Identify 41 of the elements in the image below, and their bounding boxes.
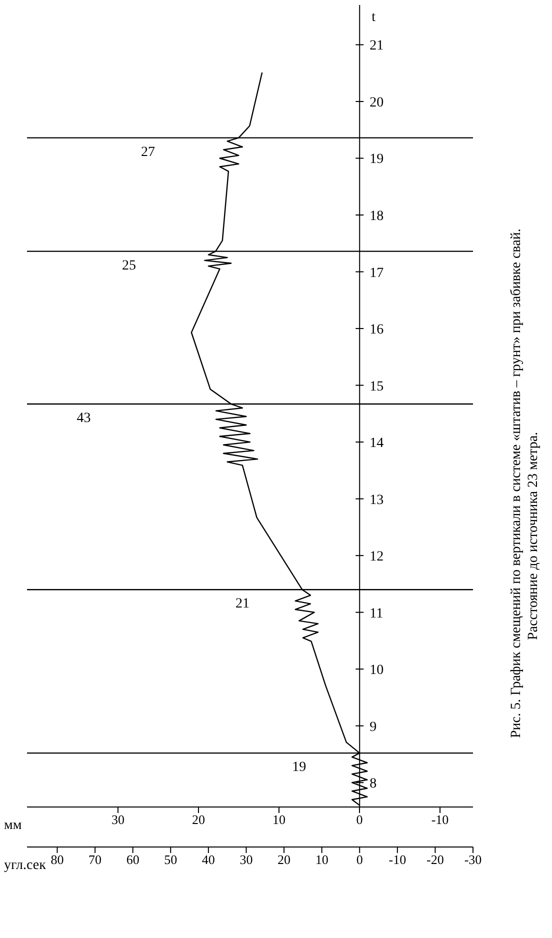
- y-tick-label: 15: [370, 379, 384, 394]
- y-tick-label: 11: [370, 606, 384, 622]
- y-tick-label: 9: [370, 720, 377, 735]
- y-tick-label: 17: [370, 266, 384, 281]
- annotation: 21: [235, 596, 250, 612]
- y-tick-label: 10: [370, 663, 384, 678]
- x-tick-label: -20: [426, 852, 444, 868]
- x-tick-label: 0: [356, 852, 363, 868]
- x-tick-label: 60: [126, 852, 140, 868]
- y-tick-label: 20: [370, 95, 384, 110]
- annotation: 43: [76, 411, 91, 426]
- y-tick-label: 8: [370, 776, 377, 792]
- y-tick-label: 14: [370, 436, 384, 452]
- x-tick-label: -30: [464, 852, 482, 868]
- y-tick-label: 18: [370, 209, 384, 224]
- text: Расстояние до источника 23 метра.: [525, 430, 542, 642]
- x2-tick-label: 30: [111, 812, 124, 828]
- x-axis-title: угл.сек: [4, 858, 46, 873]
- y-axis-title: t: [372, 10, 376, 25]
- x-tick-label: 70: [88, 852, 102, 868]
- x-tick-label: 80: [50, 852, 64, 868]
- y-tick-label: 13: [370, 492, 384, 508]
- x2-axis-title: мм: [4, 818, 22, 833]
- x-tick-label: 40: [202, 852, 215, 868]
- y-tick-label: 12: [370, 550, 384, 565]
- x2-tick-label: -10: [431, 812, 449, 828]
- x2-tick-label: 20: [192, 812, 205, 828]
- x-tick-label: -10: [388, 852, 406, 868]
- annotation: 25: [122, 258, 136, 274]
- x-tick-label: 10: [315, 852, 328, 868]
- y-tick-label: 21: [370, 38, 384, 54]
- x2-tick-label: 0: [356, 812, 363, 828]
- y-tick-label: 16: [370, 322, 384, 338]
- text: Рис. 5. График смещений по вертикали в системе «штатив – грунт» при забивке свай.: [508, 228, 525, 738]
- annotation: 27: [140, 144, 155, 160]
- x2-tick-label: 10: [272, 812, 286, 828]
- y-tick-label: 19: [370, 152, 384, 168]
- x-tick-label: 30: [240, 852, 253, 868]
- annotation: 19: [292, 760, 306, 776]
- x-tick-label: 50: [164, 852, 178, 868]
- x-tick-label: 20: [278, 852, 291, 868]
